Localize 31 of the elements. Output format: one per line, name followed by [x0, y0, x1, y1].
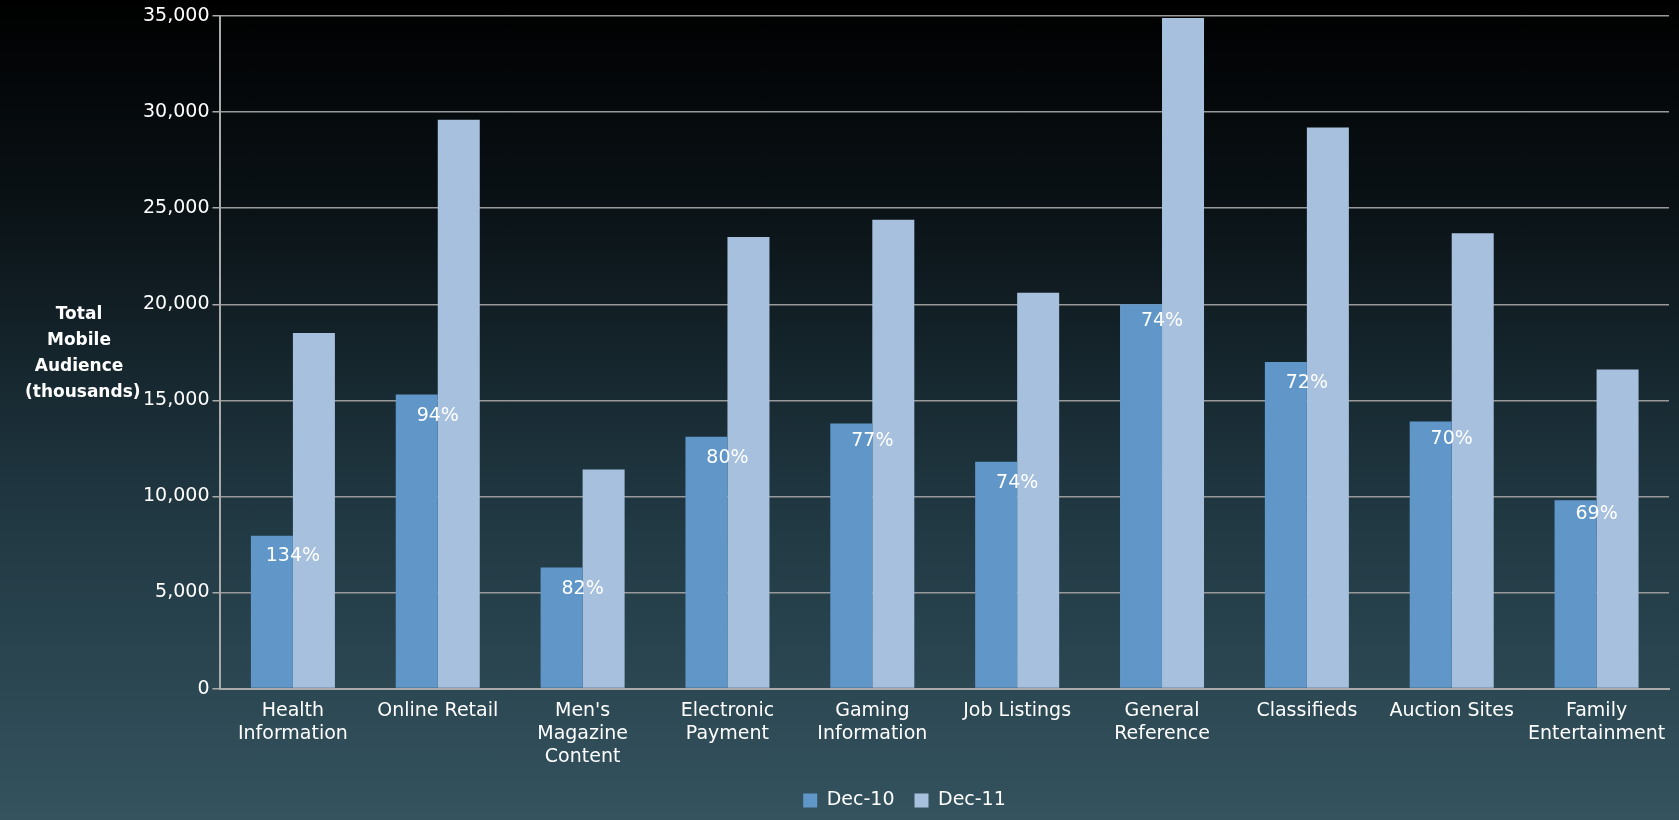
y-tick-label: 10,000: [143, 483, 210, 506]
x-tick-label: Auction Sites: [1389, 697, 1514, 720]
annotation: 74%: [1140, 308, 1184, 331]
x-tick-label: Electronic Payment: [680, 697, 775, 743]
annotation: 80%: [706, 444, 749, 467]
x-tick-label: General Reference: [1114, 697, 1210, 743]
y-tick-label: 15,000: [143, 387, 210, 410]
annotation: 69%: [1575, 500, 1618, 523]
legend-label: Dec-11: [938, 787, 1006, 810]
y-tick-label: 35,000: [143, 2, 210, 25]
y-tick-label: 5,000: [155, 579, 210, 602]
annotation: 94%: [416, 402, 459, 425]
x-tick-label: Health Information: [237, 697, 348, 743]
x-tick-label: Classifieds: [1256, 697, 1358, 720]
x-tick-label: Job Listings: [962, 697, 1072, 720]
y-tick-label: 25,000: [143, 195, 210, 218]
y-tick-label: 20,000: [143, 291, 210, 314]
y-tick-label: 30,000: [143, 99, 210, 122]
annotation: 82%: [561, 575, 604, 598]
x-tick-label: Men's Magazine Content: [537, 697, 628, 766]
annotation: 134%: [265, 542, 321, 565]
annotation: 77%: [851, 427, 894, 450]
y-axis-title: Total Mobile Audience (thousands): [25, 302, 141, 403]
x-tick-label: Gaming Information: [817, 697, 928, 743]
annotation: 70%: [1430, 425, 1473, 448]
x-tick-label: Family Entertainment: [1528, 697, 1666, 743]
annotation: 74%: [996, 469, 1039, 492]
annotation: 72%: [1285, 369, 1328, 392]
x-tick-label: Online Retail: [377, 697, 499, 720]
y-tick-label: 0: [197, 675, 210, 698]
legend-label: Dec-10: [826, 787, 895, 810]
